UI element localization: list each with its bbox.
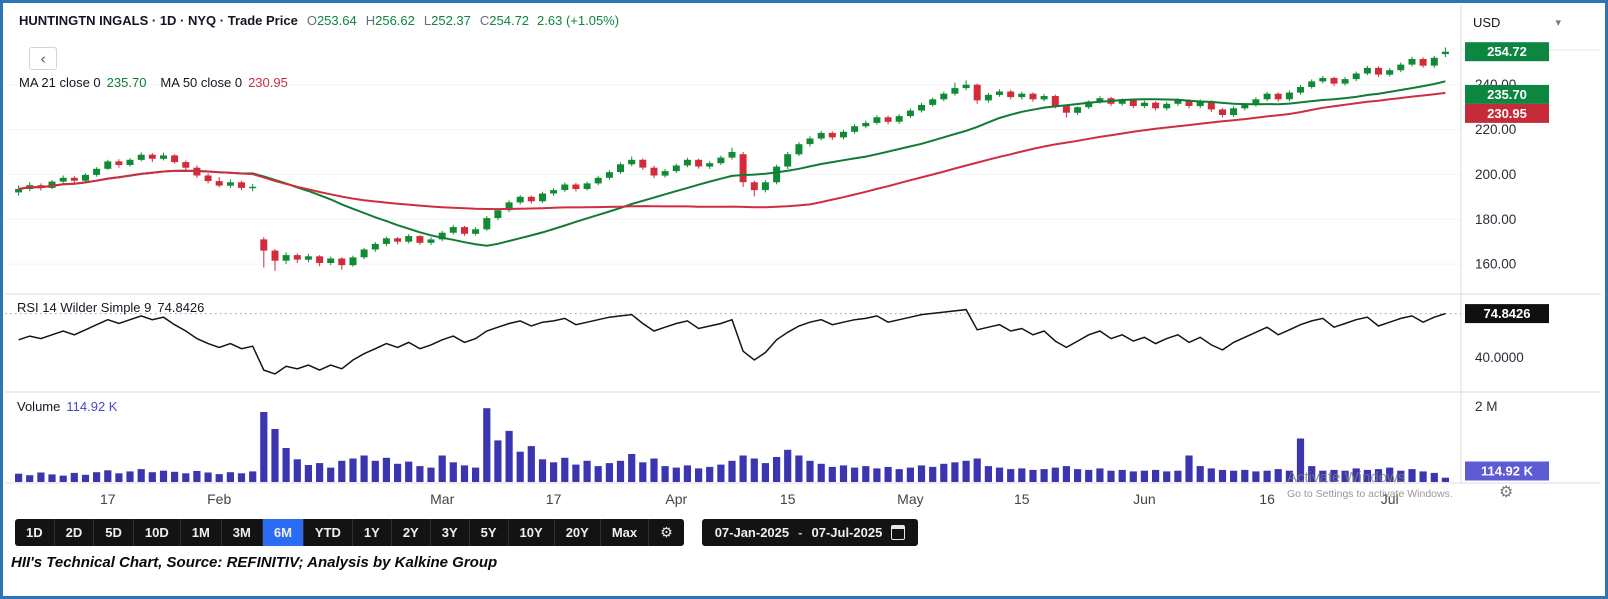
high-value: 256.62	[375, 13, 415, 28]
time-axis-labels: 17 Feb Mar 17 Apr 15 May 15 Jun 16 Jul	[100, 491, 1399, 507]
range-button-6m[interactable]: 6M	[262, 519, 304, 546]
range-button-10d[interactable]: 10D	[134, 519, 181, 546]
chart-caption: HII's Technical Chart, Source: REFINITIV…	[11, 554, 498, 571]
bottom-toolbar: 1D 2D 5D 10D 1M 3M 6M YTD 1Y 2Y 3Y 5Y 10Y 20Y Max ⚙ 07-…	[15, 519, 919, 546]
open-value: 253.64	[316, 13, 357, 28]
svg-text:230.95: 230.95	[1487, 106, 1527, 121]
pane-separators	[5, 5, 1601, 484]
date-to: 07-Jul-2025	[811, 525, 883, 540]
svg-text:160.00: 160.00	[1475, 257, 1516, 272]
ma21-line	[18, 80, 1446, 247]
axis-badges: 254.72 235.70 230.95 74.8426 114.92 K	[1465, 42, 1549, 481]
currency-label: USD	[1473, 15, 1501, 30]
range-button-ytd[interactable]: YTD	[304, 519, 353, 546]
watermark-line1: Activate Windows	[1287, 469, 1406, 486]
rsi-legend: RSI 14 Wilder Simple 9 74.8426	[17, 300, 204, 315]
range-button-5y[interactable]: 5Y	[470, 519, 509, 546]
ma21-label: MA 21 close 0	[19, 75, 101, 90]
price-gridlines	[5, 84, 1461, 265]
svg-text:2 M: 2 M	[1475, 399, 1498, 414]
ma50-line	[18, 91, 1446, 211]
rsi-value: 74.8426	[157, 300, 205, 315]
ma21-value: 235.70	[106, 75, 147, 90]
range-button-2d[interactable]: 2D	[55, 519, 95, 546]
svg-text:15: 15	[1014, 491, 1030, 507]
svg-text:114.92 K: 114.92 K	[1481, 464, 1534, 479]
volume-legend: Volume 114.92 K	[17, 399, 117, 414]
low-label: L	[423, 13, 432, 28]
watermark-line2: Go to Settings to activate Windows.	[1287, 488, 1453, 500]
currency-selector[interactable]: USD ▾	[1473, 15, 1561, 30]
activate-windows-watermark: Activate Windows Go to Settings to activ…	[1287, 469, 1453, 500]
svg-text:Apr: Apr	[665, 491, 687, 507]
range-button-5d[interactable]: 5D	[94, 519, 134, 546]
range-button-1d[interactable]: 1D	[15, 519, 55, 546]
svg-text:15: 15	[780, 491, 796, 507]
svg-text:254.72: 254.72	[1487, 44, 1527, 59]
change-value: 2.63 (+1.05%)	[537, 13, 620, 28]
svg-text:Feb: Feb	[207, 491, 231, 507]
open-label: O	[306, 13, 317, 28]
svg-text:Mar: Mar	[430, 491, 454, 507]
svg-text:17: 17	[546, 491, 562, 507]
calendar-icon	[891, 525, 906, 540]
range-button-20y[interactable]: 20Y	[555, 519, 601, 546]
date-separator: -	[798, 525, 803, 540]
svg-text:180.00: 180.00	[1475, 212, 1516, 227]
date-from: 07-Jan-2025	[714, 525, 790, 540]
svg-text:17: 17	[100, 491, 116, 507]
svg-text:16: 16	[1259, 491, 1275, 507]
range-button-3y[interactable]: 3Y	[431, 519, 470, 546]
chevron-down-icon: ▾	[1555, 16, 1561, 29]
chevron-left-icon: ‹	[40, 49, 46, 68]
range-button-max[interactable]: Max	[601, 519, 650, 546]
svg-text:200.00: 200.00	[1475, 167, 1516, 182]
range-button-1m[interactable]: 1M	[181, 519, 222, 546]
volume-value: 114.92 K	[66, 399, 118, 414]
svg-text:235.70: 235.70	[1487, 87, 1527, 102]
rsi-line	[18, 308, 1446, 375]
svg-text:Jun: Jun	[1133, 491, 1156, 507]
symbol-title: HUNTINGTN INGALS · 1D · NYQ · Trade Pric…	[19, 13, 298, 28]
close-label: C	[479, 13, 490, 28]
ma-legend: MA 21 close 0 235.70 MA 50 close 0 230.95	[19, 75, 288, 90]
range-button-10y[interactable]: 10Y	[509, 519, 555, 546]
close-value: 254.72	[489, 13, 530, 28]
ma50-label: MA 50 close 0	[160, 75, 243, 90]
symbol-header: HUNTINGTN INGALS · 1D · NYQ · Trade Pric…	[19, 13, 619, 28]
pane-settings-gear-icon[interactable]: ⚙	[1499, 482, 1514, 501]
svg-text:220.00: 220.00	[1475, 122, 1516, 137]
range-button-2y[interactable]: 2Y	[392, 519, 431, 546]
range-bar: 1D 2D 5D 10D 1M 3M 6M YTD 1Y 2Y 3Y 5Y 10Y 20Y Max ⚙	[15, 519, 684, 546]
range-button-1y[interactable]: 1Y	[353, 519, 392, 546]
svg-text:40.0000: 40.0000	[1475, 350, 1524, 365]
rsi-label: RSI 14 Wilder Simple 9	[17, 300, 152, 315]
back-button[interactable]: ‹	[29, 47, 57, 70]
high-label: H	[365, 13, 376, 28]
svg-text:74.8426: 74.8426	[1484, 306, 1531, 321]
svg-text:Jul: Jul	[1381, 491, 1399, 507]
volume-label: Volume	[17, 399, 61, 414]
volume-bars	[15, 408, 1449, 482]
low-value: 252.37	[431, 13, 471, 28]
toolbar-gear-icon[interactable]: ⚙	[649, 519, 684, 546]
svg-text:May: May	[897, 491, 923, 507]
date-range-picker[interactable]: 07-Jan-2025 - 07-Jul-2025	[701, 519, 919, 546]
range-button-3m[interactable]: 3M	[222, 519, 263, 546]
ma50-value: 230.95	[248, 75, 288, 90]
